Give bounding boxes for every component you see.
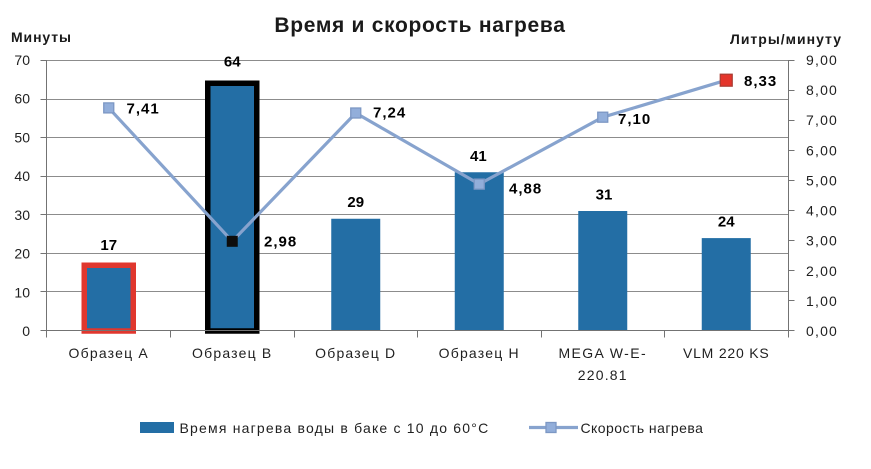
svg-text:7,00: 7,00: [806, 112, 838, 128]
svg-text:2,98: 2,98: [264, 234, 297, 251]
svg-text:Образец H: Образец H: [439, 345, 520, 361]
svg-text:0,00: 0,00: [806, 323, 838, 339]
svg-text:64: 64: [224, 54, 241, 71]
svg-text:70: 70: [14, 52, 30, 68]
svg-text:10: 10: [14, 284, 30, 300]
svg-text:5,00: 5,00: [806, 172, 838, 188]
svg-text:Образец D: Образец D: [315, 345, 396, 361]
svg-text:Образец A: Образец A: [69, 345, 149, 361]
svg-text:Скорость нагрева: Скорость нагрева: [581, 420, 704, 436]
svg-text:8,33: 8,33: [744, 73, 777, 90]
svg-text:MEGA W-E-: MEGA W-E-: [558, 345, 647, 361]
svg-text:Образец B: Образец B: [192, 345, 272, 361]
svg-text:7,10: 7,10: [618, 111, 651, 128]
svg-text:17: 17: [100, 237, 117, 254]
svg-text:20: 20: [14, 246, 30, 262]
svg-text:6,00: 6,00: [806, 142, 838, 158]
svg-text:Минуты: Минуты: [11, 29, 72, 45]
svg-text:30: 30: [14, 207, 30, 223]
svg-text:Литры/минуту: Литры/минуту: [730, 31, 842, 47]
svg-text:31: 31: [596, 186, 613, 203]
svg-text:2,00: 2,00: [806, 263, 838, 279]
svg-text:1,00: 1,00: [806, 293, 838, 309]
svg-text:40: 40: [14, 168, 30, 184]
svg-text:8,00: 8,00: [806, 82, 838, 98]
svg-text:VLM 220 KS: VLM 220 KS: [683, 345, 770, 361]
svg-text:50: 50: [14, 129, 30, 145]
svg-text:29: 29: [347, 194, 364, 211]
svg-text:0: 0: [22, 323, 30, 339]
svg-text:9,00: 9,00: [806, 52, 838, 68]
svg-text:24: 24: [718, 214, 735, 231]
svg-text:7,41: 7,41: [127, 101, 160, 118]
svg-text:4,88: 4,88: [509, 181, 542, 198]
svg-text:Время и скорость нагрева: Время и скорость нагрева: [274, 14, 565, 37]
svg-text:41: 41: [470, 148, 487, 165]
svg-text:3,00: 3,00: [806, 233, 838, 249]
svg-text:7,24: 7,24: [373, 105, 406, 122]
svg-text:60: 60: [14, 91, 30, 107]
svg-text:220.81: 220.81: [578, 367, 628, 383]
svg-text:Время нагрева воды в баке с 10: Время нагрева воды в баке с 10 до 60°С: [180, 420, 490, 436]
svg-text:4,00: 4,00: [806, 203, 838, 219]
